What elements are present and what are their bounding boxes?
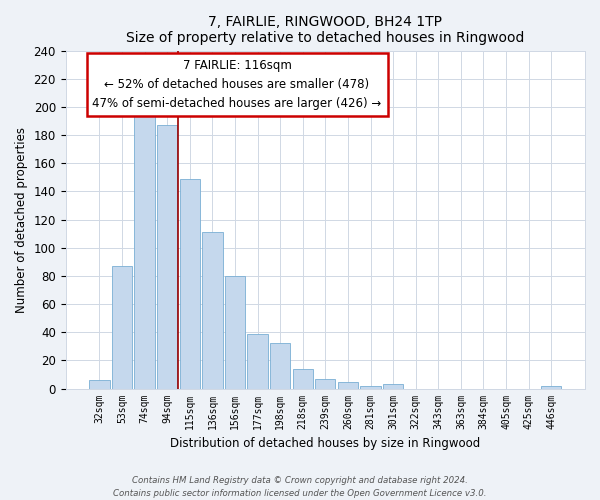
Bar — [541, 386, 562, 388]
Bar — [383, 384, 403, 388]
Bar — [270, 344, 290, 388]
Bar — [89, 380, 110, 388]
Bar — [293, 369, 313, 388]
Text: Contains HM Land Registry data © Crown copyright and database right 2024.
Contai: Contains HM Land Registry data © Crown c… — [113, 476, 487, 498]
Bar — [134, 112, 155, 388]
Text: 7 FAIRLIE: 116sqm
← 52% of detached houses are smaller (478)
47% of semi-detache: 7 FAIRLIE: 116sqm ← 52% of detached hous… — [92, 59, 382, 110]
Bar — [361, 386, 380, 388]
Bar — [338, 382, 358, 388]
Title: 7, FAIRLIE, RINGWOOD, BH24 1TP
Size of property relative to detached houses in R: 7, FAIRLIE, RINGWOOD, BH24 1TP Size of p… — [126, 15, 524, 45]
Bar — [157, 125, 178, 388]
Bar — [225, 276, 245, 388]
Bar — [315, 378, 335, 388]
Bar — [112, 266, 132, 388]
Bar — [179, 178, 200, 388]
X-axis label: Distribution of detached houses by size in Ringwood: Distribution of detached houses by size … — [170, 437, 481, 450]
Y-axis label: Number of detached properties: Number of detached properties — [15, 126, 28, 312]
Bar — [247, 334, 268, 388]
Bar — [202, 232, 223, 388]
